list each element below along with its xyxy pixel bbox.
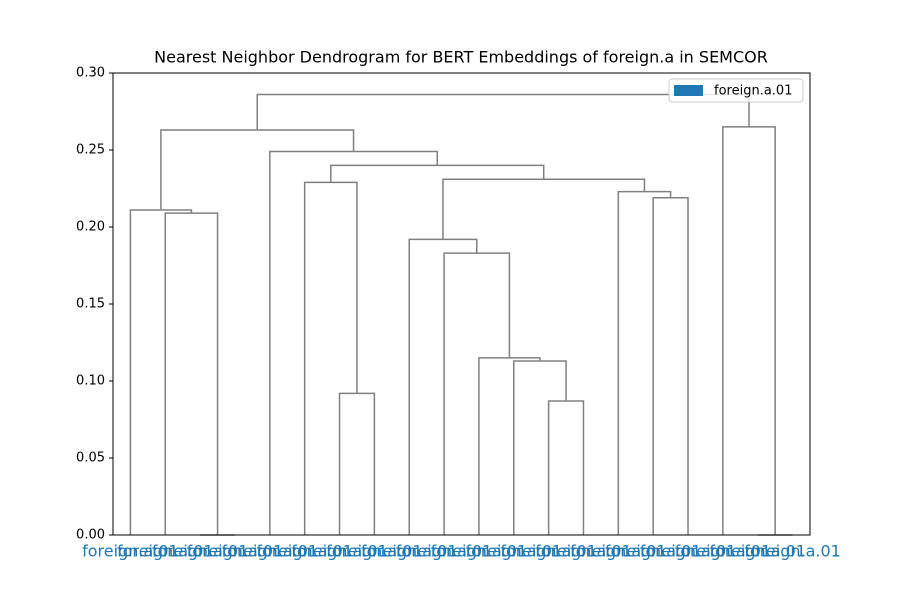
- leaf-label: foreign.a.01: [570, 542, 667, 561]
- leaf-label: foreign.a.01: [361, 542, 458, 561]
- link: [256, 93, 750, 130]
- leaf-label: foreign.a.01: [291, 542, 388, 561]
- leaf-label: foreign.a.01: [500, 542, 597, 561]
- y-tick-label: 0.05: [76, 451, 105, 466]
- chart-title: Nearest Neighbor Dendrogram for BERT Emb…: [154, 48, 768, 67]
- y-tick-label: 0.00: [76, 528, 105, 543]
- leaf-label: foreign.a.01: [256, 542, 353, 561]
- y-tick-label: 0.25: [76, 143, 105, 158]
- leaf-label: foreign.a.01: [675, 542, 772, 561]
- leaf-label: foreign.a.01: [222, 542, 319, 561]
- axes-frame: [112, 72, 811, 536]
- leaf-label: foreign.a.01: [640, 542, 737, 561]
- legend-box: [668, 78, 804, 103]
- leaf-label: foreign.a.01: [82, 542, 179, 561]
- leaf-label: foreign.a.01: [326, 542, 423, 561]
- leaf-label: foreign.a.01: [744, 542, 841, 561]
- y-tick-label: 0.30: [76, 66, 105, 81]
- leaf-label: foreign.a.01: [431, 542, 528, 561]
- legend-label: foreign.a.01: [714, 84, 792, 99]
- y-tick-label: 0.10: [76, 374, 105, 389]
- leaf-label: foreign.a.01: [709, 542, 806, 561]
- y-tick-label: 0.15: [76, 297, 105, 312]
- leaf-label: foreign.a.01: [465, 542, 562, 561]
- leaf-label: foreign.a.01: [605, 542, 702, 561]
- leaf-label: foreign.a.01: [187, 542, 284, 561]
- y-tick-label: 0.20: [76, 220, 105, 235]
- leaf-label: foreign.a.01: [152, 542, 249, 561]
- leaf-label: foreign.a.01: [535, 542, 632, 561]
- legend-swatch: [674, 85, 703, 96]
- leaf-label: foreign.a.01: [117, 542, 214, 561]
- leaf-label: foreign.a.01: [396, 542, 493, 561]
